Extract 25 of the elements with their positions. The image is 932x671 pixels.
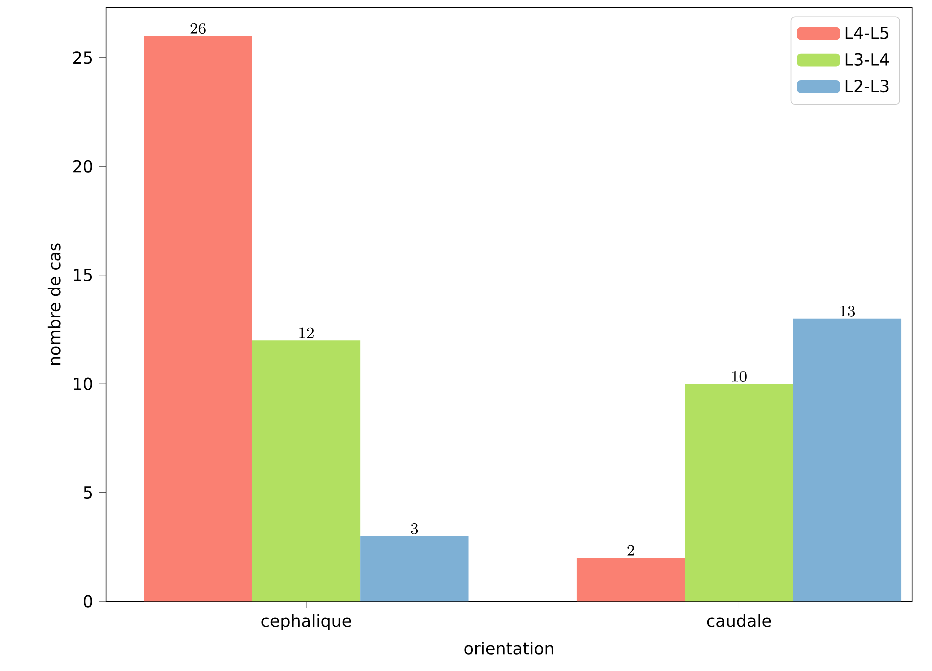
bar xyxy=(252,340,361,602)
data-label: 12 xyxy=(300,328,314,338)
data-label: 26 xyxy=(190,23,206,34)
bar xyxy=(576,558,686,602)
x-tick-label: cephalique xyxy=(262,614,352,630)
y-tick-label: 20 xyxy=(74,160,92,173)
data-label: 13 xyxy=(840,306,856,317)
bar xyxy=(144,36,252,602)
bar xyxy=(793,318,902,602)
data-label: 10 xyxy=(732,371,747,382)
y-axis-title: nombre de cas xyxy=(48,244,61,365)
legend-label: L3-L4 xyxy=(846,53,890,66)
data-label: 2 xyxy=(628,545,634,556)
bar xyxy=(360,536,469,602)
x-tick-label: caudale xyxy=(707,614,772,628)
y-tick-label: 0 xyxy=(84,595,92,608)
legend-label: L4-L5 xyxy=(846,26,889,40)
data-label: 3 xyxy=(411,523,418,534)
x-axis-title: orientation xyxy=(464,642,554,655)
y-tick-label: 5 xyxy=(84,486,92,499)
legend-label: L2-L3 xyxy=(846,80,889,92)
y-tick-label: 15 xyxy=(74,269,92,282)
y-tick-label: 10 xyxy=(74,378,92,390)
bar xyxy=(685,384,794,602)
y-tick-label: 25 xyxy=(74,51,92,64)
